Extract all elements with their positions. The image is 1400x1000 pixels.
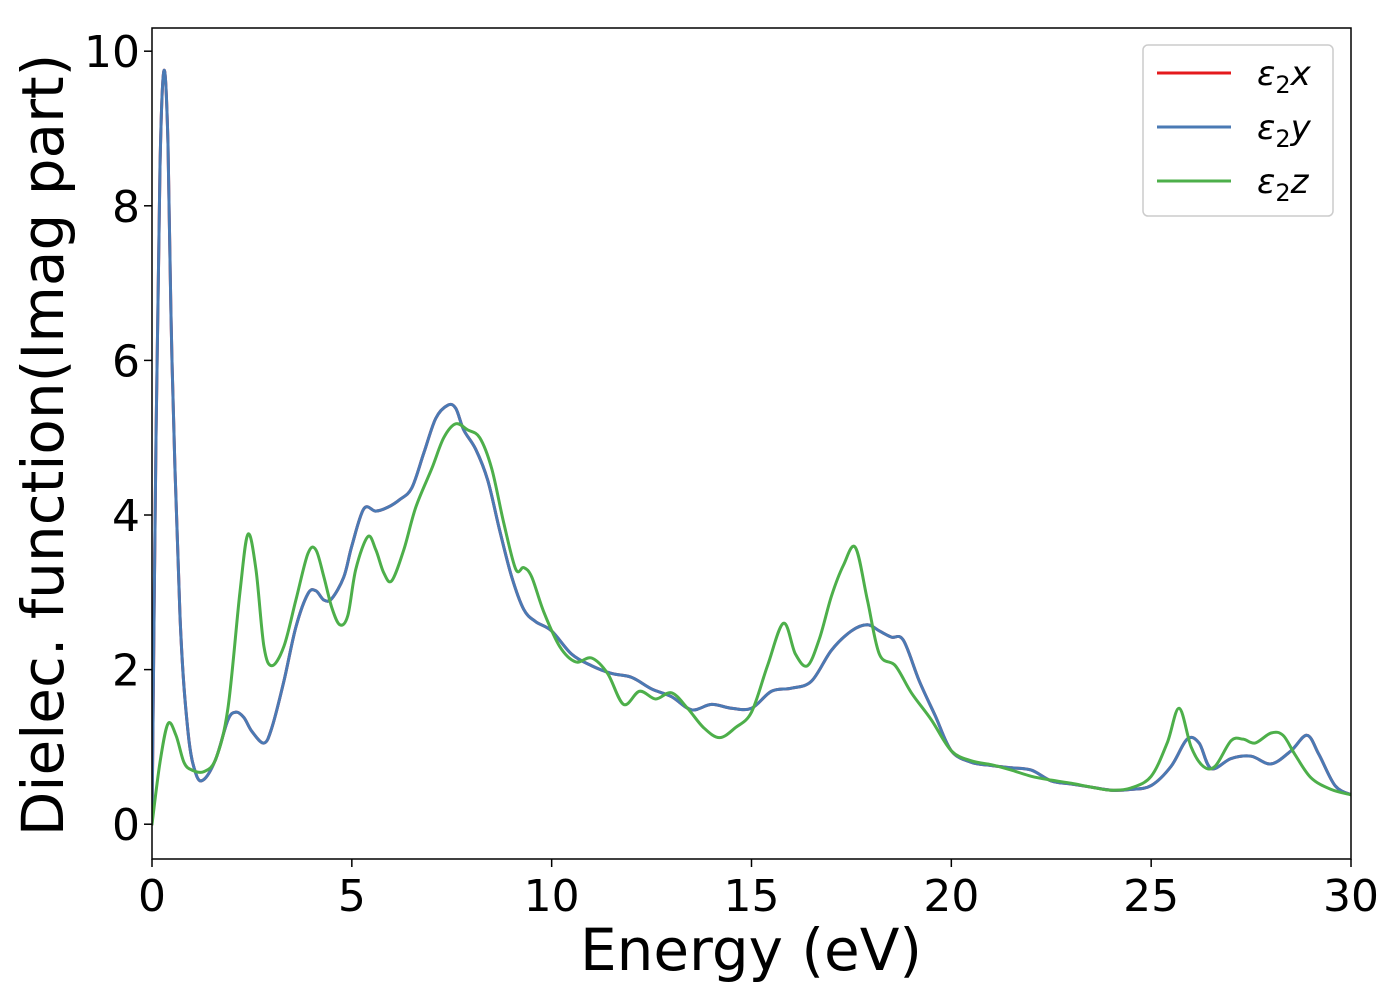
y-tick-label: 2	[112, 646, 140, 697]
y-tick-label: 4	[112, 491, 140, 542]
series-line-z	[152, 422, 1351, 826]
y-tick-label: 6	[112, 336, 140, 387]
y-tick-label: 0	[112, 800, 140, 851]
plot-area	[152, 68, 1351, 826]
legend: ε2x ε2y ε2z	[1142, 44, 1334, 217]
x-axis-title: Energy (eV)	[580, 916, 922, 984]
x-tick-label: 15	[724, 871, 780, 922]
x-tick-label: 10	[524, 871, 580, 922]
y-axis-title: Dielec. function(Imag part)	[9, 54, 77, 837]
x-tick-label: 30	[1323, 871, 1379, 922]
x-tick-label: 25	[1123, 871, 1179, 922]
legend-label-z: ε2z	[1257, 162, 1310, 207]
axes: 0 5 10 15 20 25 30 0 2 4 6 8 10	[84, 27, 1379, 922]
legend-box	[1142, 44, 1334, 217]
y-tick-label: 10	[84, 27, 140, 78]
y-tick-label: 8	[112, 182, 140, 233]
legend-label-y: ε2y	[1257, 108, 1312, 153]
legend-label-x: ε2x	[1257, 54, 1312, 99]
x-tick-label: 5	[338, 871, 366, 922]
x-tick-label: 20	[923, 871, 979, 922]
x-tick-label: 0	[138, 871, 166, 922]
